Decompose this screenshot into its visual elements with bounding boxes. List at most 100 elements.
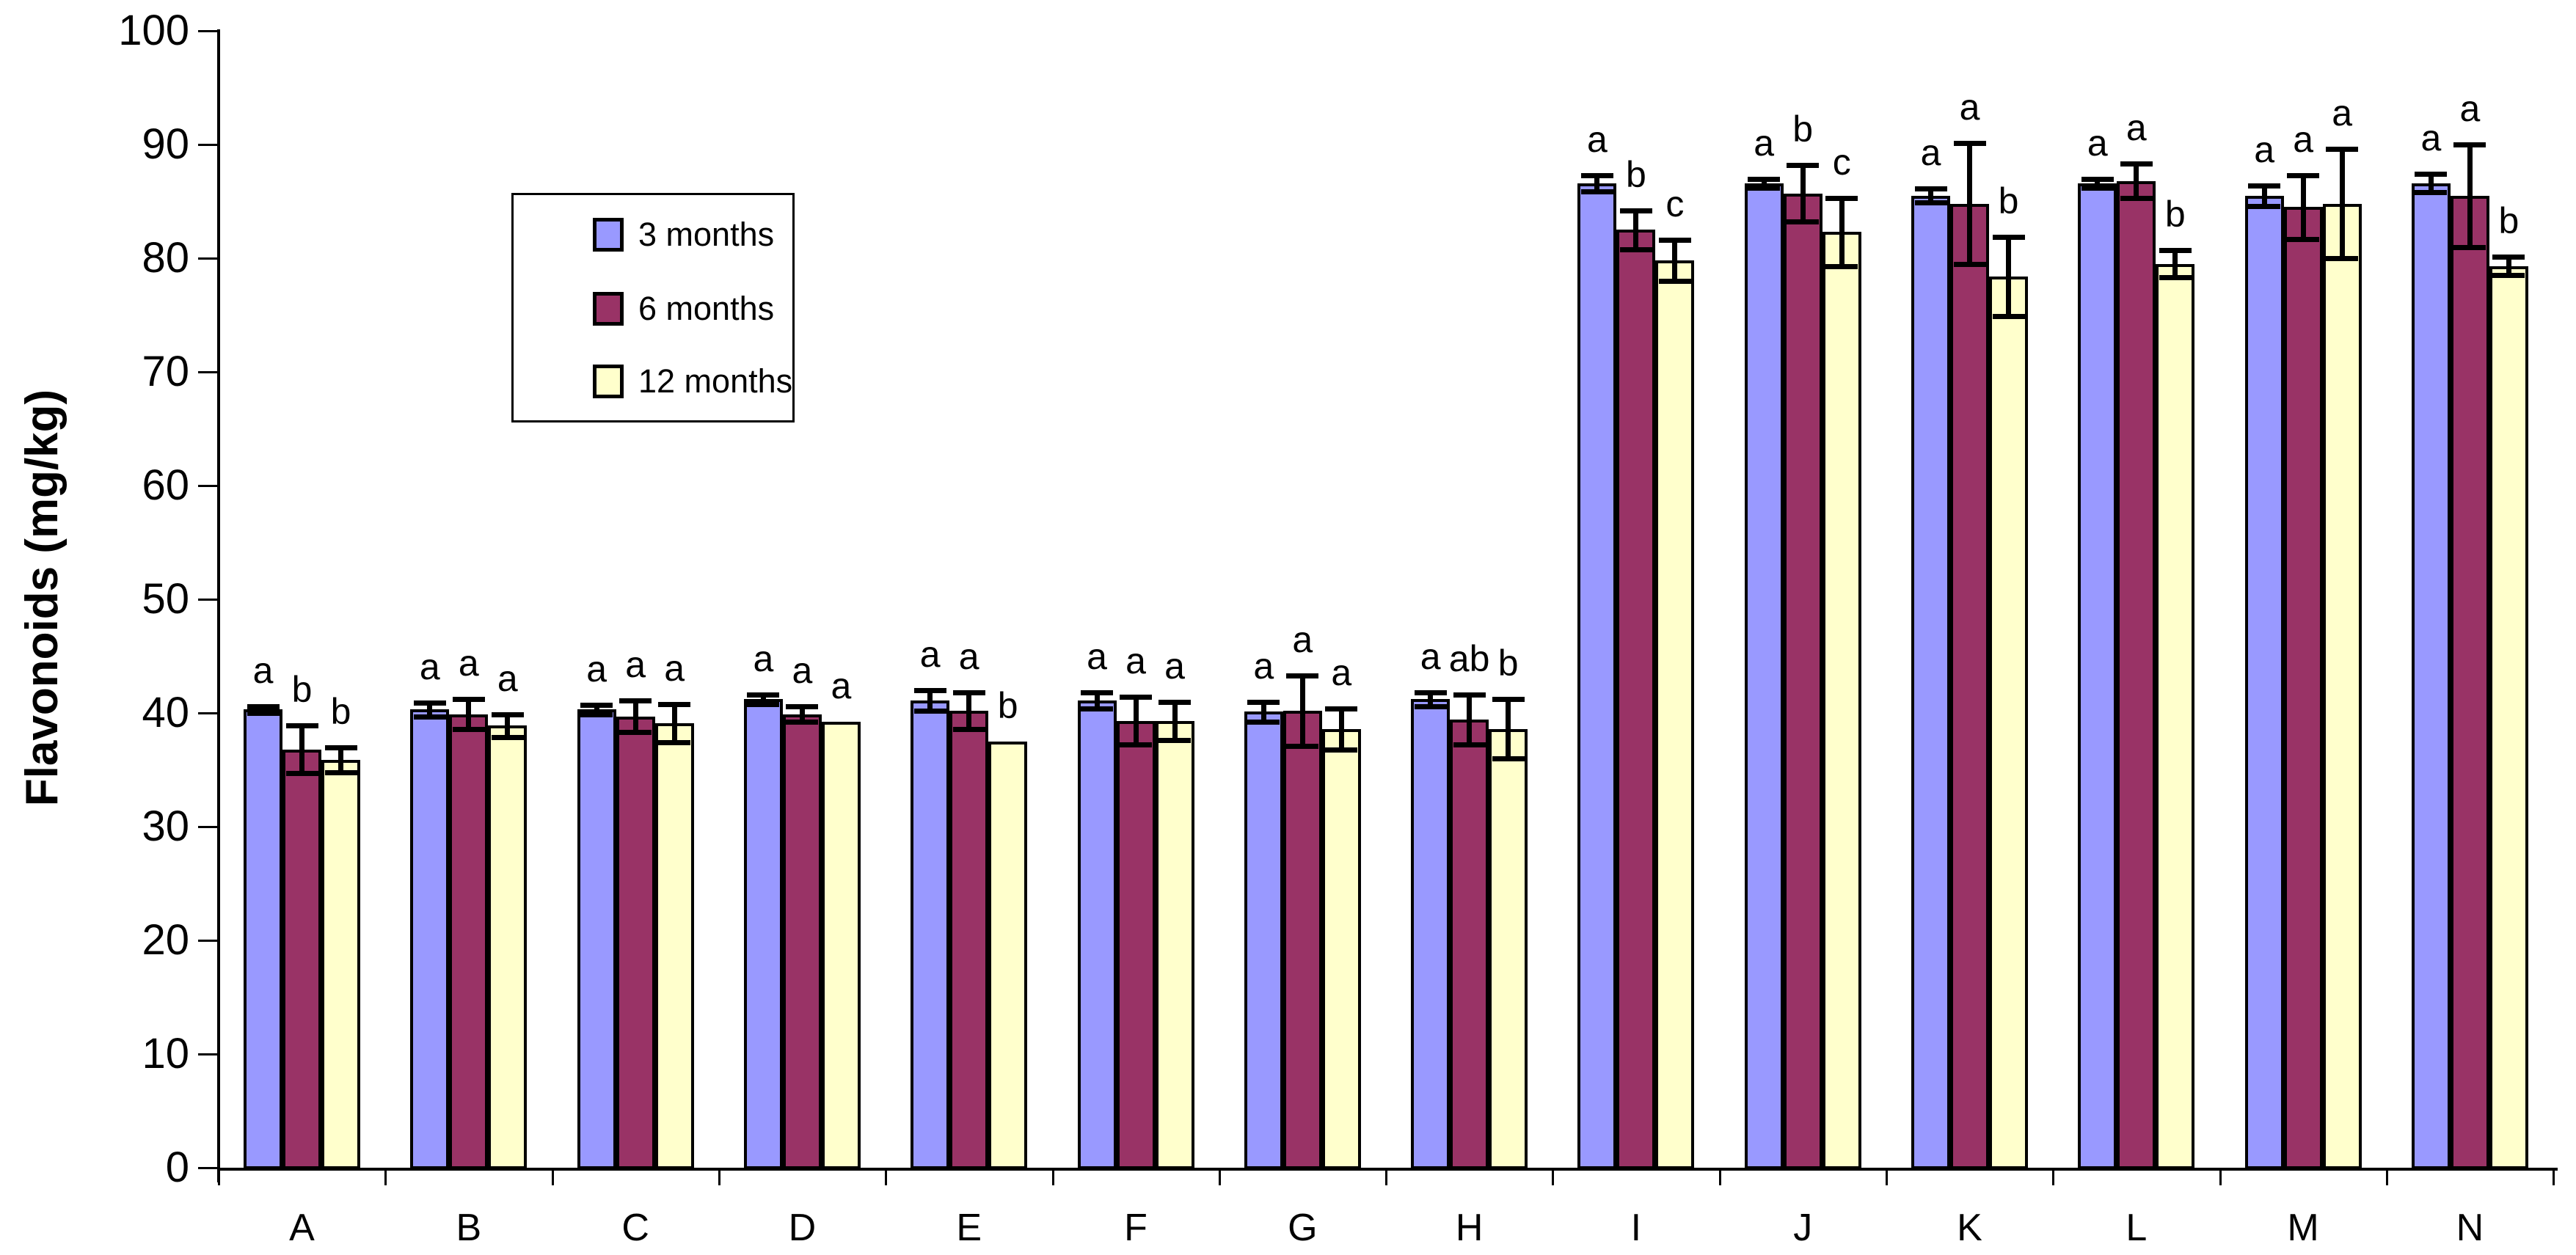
significance-letter: a	[1754, 122, 1775, 164]
y-tick-label: 0	[165, 1144, 189, 1191]
significance-letter: a	[2420, 117, 2442, 159]
significance-letter: a	[958, 636, 979, 678]
error-bar-cap-top	[2120, 161, 2153, 167]
y-axis-tick	[198, 712, 217, 714]
bar-B-12-months	[488, 725, 528, 1169]
x-axis-tick	[2385, 1171, 2388, 1185]
bar-H-12-months	[1489, 728, 1528, 1169]
error-bar-cap-top	[1325, 706, 1358, 711]
error-bar-cap-bottom	[1825, 263, 1858, 269]
legend-item-12-months: 12 months	[514, 359, 792, 403]
y-tick-label: 70	[142, 348, 189, 395]
error-bar-cap-top	[658, 701, 691, 707]
significance-letter: a	[1586, 118, 1608, 160]
error-bar-line	[1338, 708, 1344, 750]
significance-letter: a	[252, 649, 274, 691]
x-axis-tick	[2553, 1171, 2555, 1185]
error-bar-cap-top	[786, 703, 819, 709]
bar-E-3-months	[911, 700, 950, 1169]
error-bar-cap-bottom	[747, 701, 780, 707]
error-bar-line	[427, 703, 433, 717]
significance-letter: a	[1087, 636, 1107, 678]
significance-letter: a	[1164, 645, 1185, 687]
legend-swatch-3-months	[593, 218, 624, 252]
error-bar-cap-bottom	[619, 730, 652, 736]
x-category-label: M	[2287, 1207, 2319, 1249]
bar-B-3-months	[410, 709, 450, 1169]
x-category-label: G	[1288, 1207, 1318, 1249]
y-axis-tick	[198, 826, 217, 828]
error-bar-cap-top	[2453, 142, 2486, 147]
error-bar-cap-bottom	[1081, 706, 1113, 711]
y-tick-label: 100	[118, 7, 189, 54]
error-bar-cap-bottom	[1453, 742, 1486, 748]
significance-letter: b	[1998, 180, 2019, 222]
significance-letter: c	[1665, 183, 1685, 225]
significance-letter: a	[664, 647, 685, 689]
y-axis-tick	[198, 371, 217, 373]
significance-letter: a	[831, 665, 852, 707]
significance-letter: c	[1832, 141, 1851, 183]
x-category-label: C	[621, 1207, 649, 1249]
error-bar-cap-top	[580, 703, 613, 709]
significance-letter: b	[997, 684, 1018, 726]
error-bar-cap-top	[1619, 208, 1652, 213]
x-axis-tick	[1385, 1171, 1388, 1185]
legend-swatch-12-months	[593, 365, 624, 398]
error-bar-cap-top	[1247, 699, 1280, 705]
bar-H-6-months	[1450, 720, 1489, 1169]
bar-H-3-months	[1411, 699, 1451, 1169]
error-bar-line	[1761, 178, 1767, 188]
x-category-label: D	[788, 1207, 817, 1249]
error-bar-cap-top	[1159, 699, 1191, 705]
error-bar-cap-top	[285, 723, 318, 729]
x-axis-tick	[2052, 1171, 2055, 1185]
error-bar-cap-top	[952, 690, 985, 696]
bar-N-12-months	[2489, 266, 2528, 1169]
legend: 3 months 6 months 12 months	[511, 193, 795, 422]
error-bar-cap-top	[747, 692, 780, 698]
error-bar-cap-top	[1120, 695, 1152, 700]
bar-D-3-months	[743, 699, 783, 1169]
error-bar-line	[1299, 675, 1305, 746]
error-bar-line	[1133, 697, 1139, 745]
error-bar-cap-bottom	[2415, 190, 2448, 196]
bar-F-12-months	[1155, 720, 1194, 1169]
error-bar-line	[1672, 240, 1678, 281]
error-bar-cap-bottom	[247, 711, 280, 716]
error-bar-cap-bottom	[1748, 185, 1781, 191]
error-bar-line	[2261, 185, 2267, 206]
bar-J-6-months	[1783, 193, 1822, 1169]
error-bar-cap-bottom	[786, 720, 819, 725]
bar-G-6-months	[1282, 710, 1322, 1169]
error-bar-cap-top	[2415, 172, 2448, 178]
error-bar-cap-bottom	[2248, 203, 2281, 209]
error-bar-cap-bottom	[1492, 756, 1525, 761]
error-bar-line	[2172, 250, 2178, 278]
x-category-label: F	[1124, 1207, 1147, 1249]
bar-C-12-months	[654, 722, 694, 1169]
error-bar-cap-bottom	[2453, 244, 2486, 250]
error-bar-line	[338, 747, 343, 772]
significance-letter: a	[2293, 118, 2313, 160]
error-bar-line	[632, 700, 638, 733]
error-bar-cap-bottom	[913, 708, 946, 714]
error-bar-line	[1967, 143, 1972, 264]
significance-letter: a	[2459, 88, 2481, 129]
bar-M-3-months	[2244, 195, 2284, 1169]
bar-G-12-months	[1321, 728, 1361, 1169]
significance-letter: a	[1253, 645, 1274, 687]
significance-letter: b	[291, 669, 313, 711]
x-axis-tick	[551, 1171, 554, 1185]
bar-N-6-months	[2450, 195, 2489, 1169]
x-category-label: L	[2126, 1207, 2148, 1249]
x-category-label: K	[1957, 1207, 1982, 1249]
error-bar-cap-bottom	[1325, 747, 1358, 753]
error-bar-cap-top	[324, 744, 357, 750]
significance-letter: a	[2126, 107, 2147, 149]
y-tick-label: 10	[142, 1030, 189, 1077]
error-bar-cap-top	[2287, 172, 2320, 178]
y-tick-label: 80	[142, 234, 189, 282]
error-bar-cap-top	[1914, 186, 1947, 192]
legend-swatch-6-months	[593, 292, 624, 326]
